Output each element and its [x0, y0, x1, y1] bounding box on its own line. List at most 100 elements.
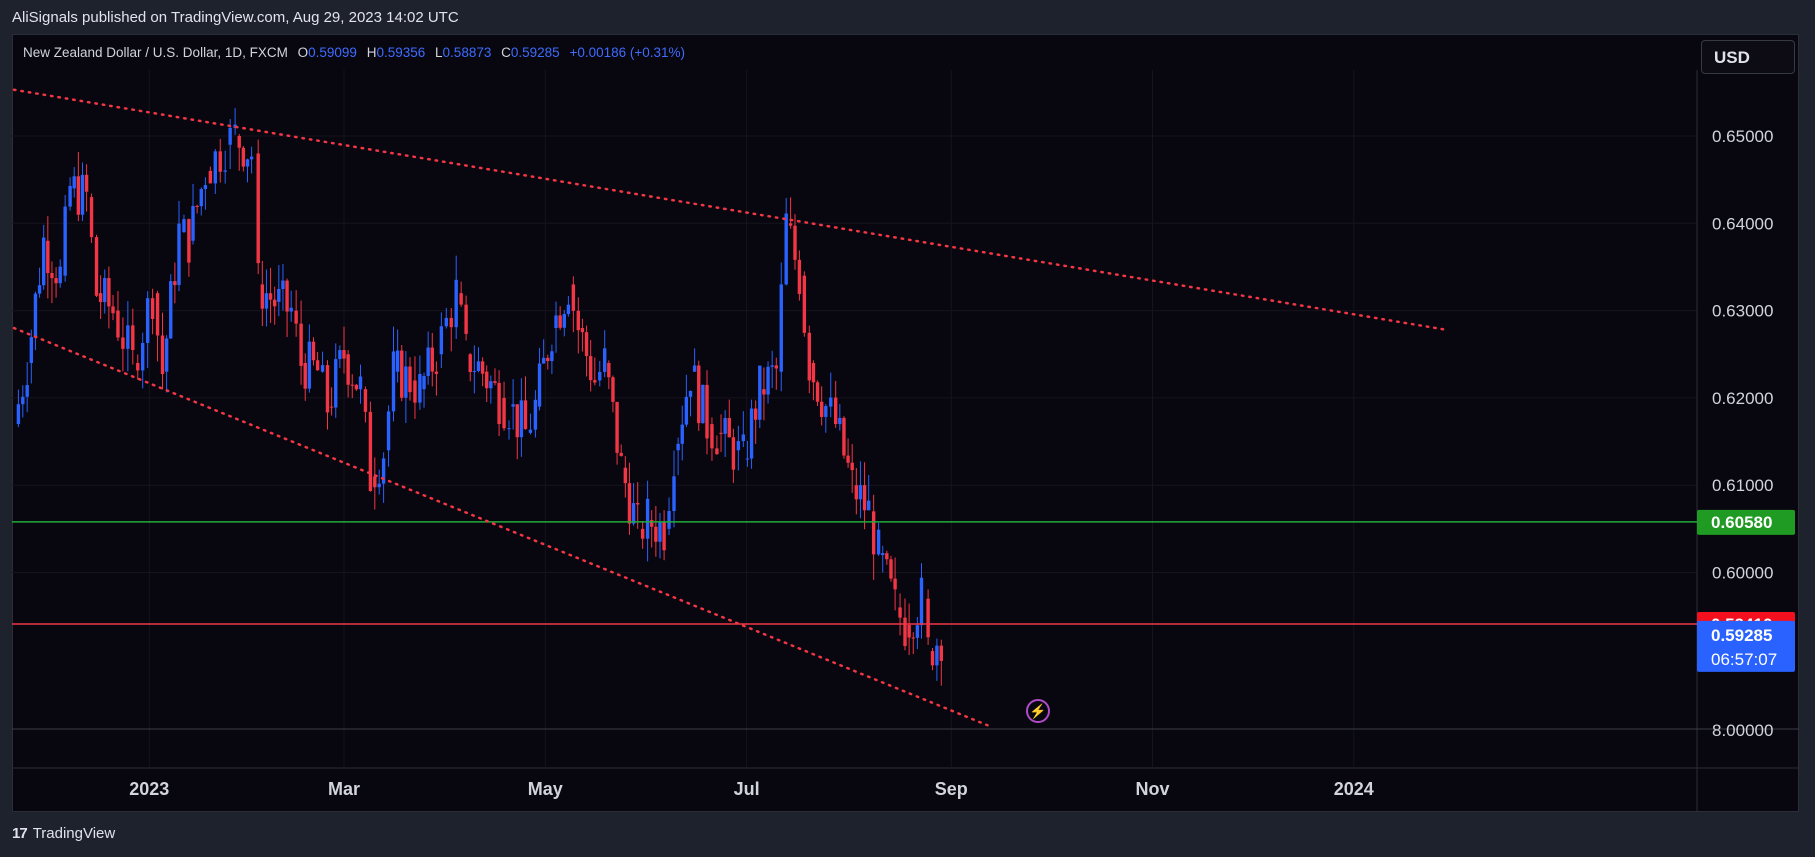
candle-body — [285, 280, 289, 312]
candle-body — [672, 476, 676, 512]
candle-body — [566, 304, 571, 314]
candle-body — [195, 205, 199, 207]
candles — [16, 107, 943, 686]
change-value: +0.00186 (+0.31%) — [569, 45, 686, 60]
candle-body — [576, 310, 580, 331]
candle-body — [164, 338, 169, 372]
candle-body — [807, 332, 811, 381]
candle-body — [268, 293, 273, 300]
candle-body — [511, 404, 515, 407]
candle-body — [237, 136, 241, 148]
candle-body — [838, 417, 842, 425]
candle-body — [68, 185, 72, 207]
candle-body — [766, 366, 770, 395]
chart-frame[interactable] — [12, 34, 1799, 812]
price-axis: 0.65000 0.64000 0.63000 0.62000 0.61000 0.600… — [1697, 127, 1795, 740]
candle-body — [676, 443, 680, 451]
candle-body — [395, 350, 400, 372]
candle-body — [774, 365, 778, 369]
candle-body — [368, 411, 373, 491]
lower-trendline — [12, 326, 989, 727]
candle-body — [338, 350, 342, 360]
time-tick-label: Jul — [734, 779, 760, 799]
candle-body — [145, 298, 150, 343]
candle-body — [603, 348, 607, 372]
candle-body — [688, 390, 693, 397]
candle-body — [667, 511, 671, 529]
candle-body — [459, 293, 463, 305]
candle-body — [426, 347, 430, 376]
candle-body — [150, 298, 155, 319]
time-tick-label: Mar — [328, 779, 360, 799]
price-tick-label: 0.64000 — [1712, 214, 1773, 233]
candle-body — [260, 284, 265, 309]
support-price-tag — [1697, 509, 1795, 535]
candle-body — [898, 607, 902, 618]
candle-body — [325, 365, 330, 413]
candle-body — [562, 313, 566, 328]
candle-body — [413, 380, 417, 403]
candle-body — [182, 219, 186, 233]
currency-button[interactable]: USD — [1701, 40, 1795, 74]
candle-body — [627, 483, 632, 524]
candle-body — [241, 147, 246, 167]
candle-body — [779, 284, 783, 372]
candle-body — [350, 384, 354, 386]
candle-body — [497, 382, 501, 425]
candle-body — [523, 400, 528, 430]
chart-lines — [12, 88, 1697, 727]
candle-body — [692, 365, 697, 372]
candle-body — [640, 528, 645, 539]
candle-body — [680, 424, 684, 444]
candle-body — [391, 351, 396, 412]
candle-body — [871, 511, 876, 555]
candle-body — [103, 278, 107, 303]
candle-body — [16, 404, 21, 425]
candle-body — [546, 357, 550, 362]
publisher-line: AliSignals published on TradingView.com,… — [12, 9, 459, 26]
candle-body — [723, 418, 727, 434]
candle-body — [116, 310, 120, 338]
candle-body — [571, 284, 576, 311]
candle-body — [33, 293, 38, 338]
candle-body — [294, 310, 298, 324]
candle-body — [199, 188, 203, 207]
close-value: 0.59285 — [510, 45, 560, 60]
candle-body — [788, 223, 793, 226]
candle-body — [893, 578, 897, 590]
candle-body — [141, 342, 145, 371]
candle-body — [650, 520, 654, 527]
candle-body — [611, 377, 615, 402]
upper-trendline — [12, 88, 1448, 332]
candle-body — [449, 317, 453, 328]
candle-body — [89, 197, 94, 238]
candle-body — [528, 429, 533, 433]
high-label: H — [366, 45, 377, 60]
candle-body — [29, 337, 34, 363]
time-tick-label: 2023 — [129, 779, 169, 799]
candle-body — [701, 384, 705, 424]
candle-body — [76, 176, 81, 215]
candle-body — [727, 418, 731, 438]
candle-body — [935, 645, 939, 666]
candle-body — [373, 476, 377, 488]
candle-body — [580, 328, 585, 333]
candle-body — [329, 406, 334, 408]
high-value: 0.59356 — [376, 45, 426, 60]
candle-body — [444, 317, 448, 327]
candle-body — [434, 371, 439, 374]
candle-body — [903, 617, 907, 647]
price-tick-label: 0.60000 — [1712, 564, 1773, 583]
candle-body — [84, 174, 89, 192]
candle-body — [745, 458, 750, 460]
candle-body — [815, 382, 820, 402]
candle-body — [400, 350, 404, 398]
candle-body — [502, 397, 506, 429]
candle-body — [619, 452, 623, 456]
candle-body — [867, 500, 871, 511]
lightning-icon[interactable]: ⚡ — [1026, 699, 1050, 723]
candle-body — [245, 159, 250, 167]
low-value: 0.58873 — [442, 45, 492, 60]
footer-brand[interactable]: 17 TradingView — [12, 825, 115, 842]
